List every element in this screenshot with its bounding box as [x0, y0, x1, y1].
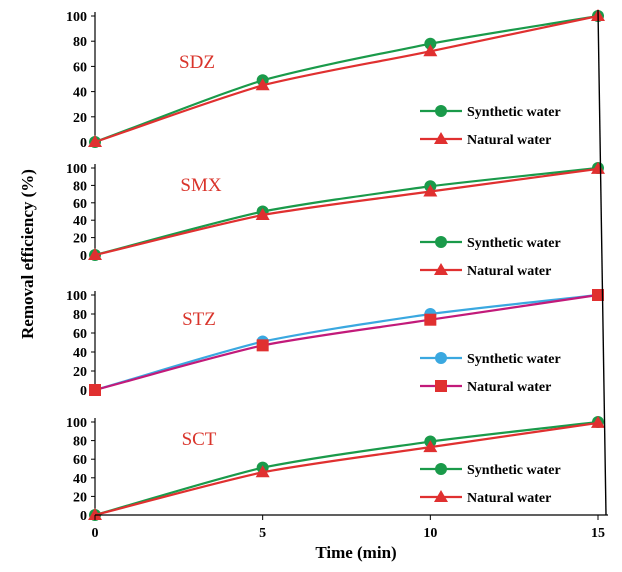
legend-label: Synthetic water: [467, 236, 561, 251]
legend-label: Synthetic water: [467, 463, 561, 478]
series-line: [94, 14, 599, 144]
y-tick-label: 0: [80, 136, 87, 151]
legend-marker: [435, 380, 447, 392]
legend-marker: [435, 105, 447, 117]
data-point: [88, 508, 102, 520]
y-tick-label: 80: [73, 179, 87, 194]
legend-marker: [435, 236, 447, 248]
x-tick-label: 0: [92, 526, 99, 541]
panel-label: SDZ: [179, 52, 215, 73]
series-line: [94, 293, 599, 392]
series-natural: [88, 415, 605, 520]
series-natural: [88, 161, 605, 260]
data-point: [424, 313, 437, 326]
y-tick-label: 60: [73, 453, 87, 468]
y-tick-label: 100: [66, 10, 87, 25]
data-point: [255, 465, 270, 478]
y-tick-label: 60: [73, 60, 87, 75]
y-tick-label: 100: [66, 416, 87, 431]
y-tick-label: 80: [73, 308, 87, 323]
y-tick-label: 60: [73, 327, 87, 342]
panel-sdz: 0 20 40 60 80 100 SDZ Synthetic water Natural wa…: [66, 9, 605, 151]
legend-entry: Natural water: [420, 132, 551, 148]
legend-entry: Synthetic water: [420, 236, 561, 251]
chart-panels: 0 20 40 60 80 100 SDZ Synthetic water Natural wa…: [66, 9, 607, 524]
legend-label: Natural water: [467, 133, 551, 148]
panel-label: SMX: [180, 175, 221, 196]
legend-label: Natural water: [467, 380, 551, 395]
y-tick-label: 20: [73, 232, 87, 247]
series-line: [94, 421, 599, 517]
data-point: [88, 135, 102, 147]
y-tick-label: 80: [73, 35, 87, 50]
x-tick-label: 10: [423, 526, 437, 541]
y-tick-label: 100: [66, 289, 87, 304]
y-tick-label: 0: [80, 249, 87, 264]
y-tick-label: 20: [73, 365, 87, 380]
y-tick-label: 40: [73, 472, 87, 487]
data-point: [423, 440, 438, 453]
legend-marker: [435, 463, 447, 475]
legend-label: Natural water: [467, 264, 551, 279]
data-point: [592, 289, 604, 301]
legend-marker: [434, 490, 448, 502]
panel-smx: 0 20 40 60 80 100 SMX Synthetic water Natural wa…: [66, 161, 605, 279]
panel-label: STZ: [182, 309, 216, 330]
y-tick-label: 60: [73, 197, 87, 212]
data-point: [423, 184, 438, 197]
legend-entry: Synthetic water: [420, 463, 561, 478]
x-axis: 0 5 10 15: [92, 514, 608, 541]
y-tick-label: 40: [73, 86, 87, 101]
legend-label: Synthetic water: [467, 105, 561, 120]
series-synthetic: [89, 10, 604, 148]
panel-stz: 0 20 40 60 80 100 STZ Synthetic water Natural wa…: [66, 289, 604, 399]
series-natural: [88, 9, 605, 147]
data-point: [89, 384, 101, 396]
legend-marker: [434, 263, 448, 275]
legend-label: Natural water: [467, 491, 551, 506]
series-natural: [89, 289, 604, 396]
legend-entry: Natural water: [420, 380, 551, 395]
y-tick-label: 20: [73, 111, 87, 126]
panel-label: SCT: [182, 429, 217, 450]
legend-entry: Natural water: [420, 490, 551, 506]
series-line: [94, 167, 599, 257]
data-point: [423, 44, 438, 57]
series-line: [94, 420, 599, 517]
panel-sct: 0 20 40 60 80 100 SCT Synthetic water Natural wa…: [66, 415, 605, 524]
legend-entry: Synthetic water: [420, 352, 561, 367]
data-point: [255, 78, 270, 91]
x-tick-label: 15: [591, 526, 605, 541]
legend-label: Synthetic water: [467, 352, 561, 367]
data-point: [424, 37, 437, 50]
y-tick-label: 100: [66, 162, 87, 177]
y-tick-label: 0: [80, 509, 87, 524]
y-tick-label: 80: [73, 435, 87, 450]
data-point: [591, 415, 605, 428]
x-tick-label: 5: [259, 526, 266, 541]
data-point: [591, 161, 605, 174]
y-tick-label: 40: [73, 346, 87, 361]
y-axis-title: Removal efficiency (%): [18, 169, 37, 339]
legend-marker: [434, 132, 448, 144]
legend-entry: Natural water: [420, 263, 551, 279]
data-point: [256, 339, 269, 352]
series-line: [94, 293, 599, 392]
series-line: [94, 166, 599, 257]
legend-entry: Synthetic water: [420, 105, 561, 120]
legend-marker: [435, 352, 447, 364]
right-border: [597, 9, 607, 516]
y-tick-label: 0: [80, 384, 87, 399]
data-point: [88, 248, 102, 260]
y-tick-label: 20: [73, 490, 87, 505]
data-point: [255, 207, 270, 220]
x-axis-title: Time (min): [315, 543, 396, 562]
y-tick-label: 40: [73, 214, 87, 229]
series-line: [94, 14, 599, 144]
